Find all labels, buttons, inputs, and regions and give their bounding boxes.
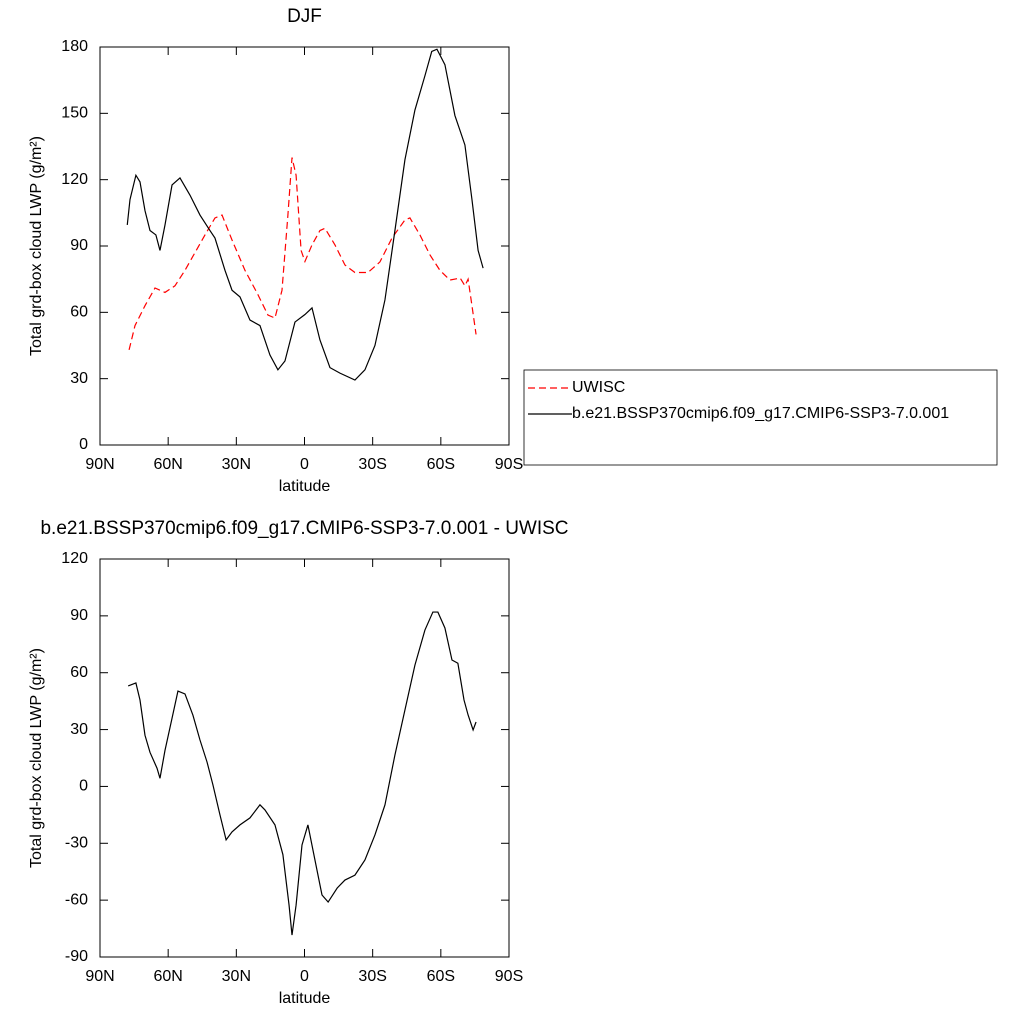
x-tick-label: 90S (495, 968, 523, 985)
legend-box (523, 369, 998, 466)
y-tick-label: 90 (70, 237, 88, 254)
y-tick-label: 0 (79, 436, 88, 453)
x-tick-label: 30N (222, 968, 251, 985)
x-tick-label: 60N (153, 456, 182, 473)
y-tick-label: -30 (65, 835, 88, 852)
x-axis-label: latitude (279, 990, 331, 1007)
y-tick-label: 90 (70, 607, 88, 624)
x-tick-label: 0 (300, 968, 309, 985)
plot-frame (99, 558, 510, 958)
y-tick-label: 150 (61, 105, 88, 122)
legend-label: UWISC (572, 379, 625, 396)
legend-label: b.e21.BSSP370cmip6.f09_g17.CMIP6-SSP3-7.… (572, 405, 949, 422)
x-tick-label: 90N (85, 456, 114, 473)
y-tick-label: 120 (61, 171, 88, 188)
x-tick-label: 0 (300, 456, 309, 473)
x-tick-label: 30S (358, 968, 386, 985)
y-tick-label: -90 (65, 948, 88, 965)
x-axis-label: latitude (279, 478, 331, 495)
y-tick-label: 60 (70, 304, 88, 321)
y-tick-label: 30 (70, 370, 88, 387)
chart-title: DJF (287, 6, 322, 27)
y-tick-label: 30 (70, 721, 88, 738)
y-tick-label: 0 (79, 778, 88, 795)
y-tick-label: -60 (65, 891, 88, 908)
x-tick-label: 60N (153, 968, 182, 985)
data-line (126, 48, 484, 381)
x-tick-label: 30S (358, 456, 386, 473)
y-tick-label: 120 (61, 550, 88, 567)
data-line (127, 611, 477, 936)
y-tick-label: 60 (70, 664, 88, 681)
x-tick-label: 90N (85, 968, 114, 985)
x-tick-label: 30N (222, 456, 251, 473)
chart-title: b.e21.BSSP370cmip6.f09_g17.CMIP6-SSP3-7.… (40, 518, 568, 539)
y-axis-label: Total grd-box cloud LWP (g/m²) (28, 648, 45, 868)
y-axis-label: Total grd-box cloud LWP (g/m²) (28, 136, 45, 356)
data-line (128, 157, 477, 351)
x-tick-label: 60S (427, 968, 455, 985)
y-tick-label: 180 (61, 38, 88, 55)
x-tick-label: 90S (495, 456, 523, 473)
x-tick-label: 60S (427, 456, 455, 473)
